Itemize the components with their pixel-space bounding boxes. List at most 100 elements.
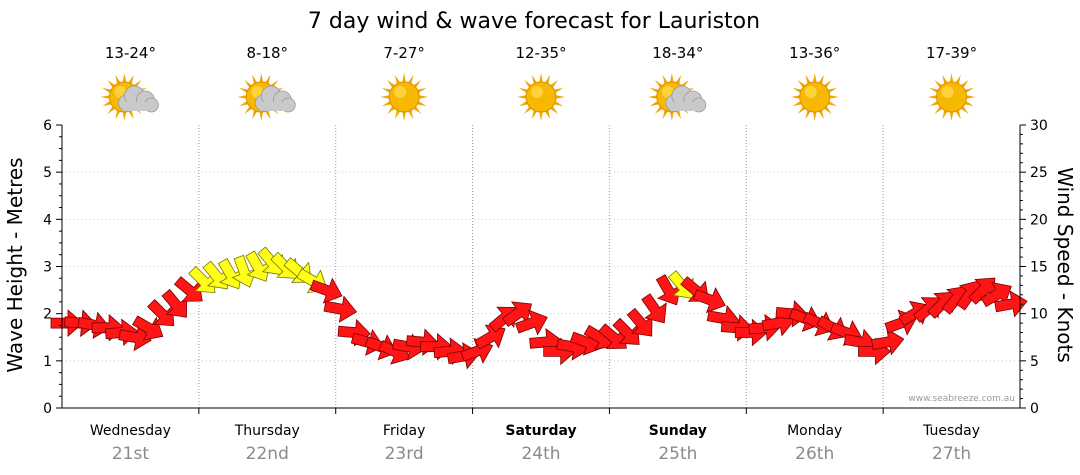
sun-highlight [661,86,674,98]
sun-highlight [394,86,407,98]
sun-ray [417,87,427,93]
left-tick-label: 4 [43,212,52,228]
sun-ray [107,106,116,114]
temperature-range-label: 7-27° [383,44,425,62]
sun-ray [955,74,961,84]
day-name-label: Saturday [505,423,576,439]
sun-ray [550,106,558,114]
sun-ray [402,73,406,83]
sunny-icon [927,73,976,121]
sun-ray [934,80,943,88]
sunny-icon [790,73,839,121]
sun-disc [799,81,831,113]
left-axis-ticks: 0 1 2 3 4 5 6 [43,118,52,417]
sun-ray [654,106,663,114]
wind-arrow [994,290,1028,318]
chart-title: 7 day wind & wave forecast for Lauriston [308,9,760,34]
temperature-range-label: 12-35° [515,44,566,62]
day-date-label: 21st [112,444,149,464]
sun-ray [128,110,134,120]
sun-ray [517,95,527,99]
cloud-base [668,102,703,111]
sun-ray [102,87,112,93]
left-tick-label: 6 [43,118,52,134]
sun-ray [649,101,659,107]
wind-arrow [641,293,667,324]
sun-ray [265,74,271,84]
day-date-label: 25th [658,444,697,464]
day-name-label: Monday [787,423,842,439]
sun-ray [394,110,401,120]
sun-ray [545,74,551,84]
chart-axes [56,124,1026,414]
temperature-range-label: 8-18° [247,44,289,62]
sun-ray [675,74,682,84]
sun-ray [818,110,824,120]
sun-ray [402,111,406,121]
sun-ray [647,95,657,99]
left-axis-title: Wave Height - Metres [3,157,27,372]
sun-ray [107,80,116,88]
cloud-icon [254,85,296,113]
sun-ray [670,73,674,83]
sun-ray [408,110,414,120]
sun-disc [525,81,557,113]
sun-ray [649,87,659,93]
right-axis-ticks: 0 5 10 15 20 25 30 [1030,118,1048,417]
chart-grid [62,125,1020,408]
sun-ray [790,95,800,99]
sun-ray [417,101,427,107]
sun-ray [239,87,249,93]
sun-ray [675,110,682,120]
sun-ray [654,80,663,88]
cloud-base [121,102,156,111]
wind-arrow [692,287,726,314]
day-labels: Wednesday 21st Thursday 22nd Friday 23rd Satur… [90,423,980,464]
day-date-label: 27th [932,444,971,464]
sun-ray [949,73,954,83]
sun-ray [555,95,565,99]
sun-ray [812,73,817,83]
sun-ray [812,111,817,121]
sun-ray [827,101,837,107]
sun-ray [539,73,543,83]
day-name-label: Wednesday [90,423,171,439]
wind-arrow [474,324,506,350]
day-date-label: 24th [521,444,560,464]
sun-ray [381,87,392,93]
sun-ray [792,101,802,107]
weather-icon-row [100,73,976,121]
right-tick-label: 5 [1030,354,1039,370]
sun-ray [829,95,839,99]
temperature-range-label: 13-36° [789,44,840,62]
sun-ray [100,95,110,99]
left-tick-label: 5 [43,165,52,181]
sun-ray [670,111,674,121]
right-tick-label: 15 [1030,260,1048,276]
right-tick-label: 30 [1030,118,1048,134]
day-date-label: 23rd [385,444,424,464]
sun-ray [259,111,264,121]
left-tick-label: 3 [43,260,52,276]
sun-ray [518,87,528,93]
partly-cloudy-icon [100,73,159,121]
sun-ray [942,74,948,84]
sun-ray [792,87,802,93]
sun-ray [265,110,271,120]
sun-ray [949,111,954,121]
right-tick-label: 20 [1030,212,1048,228]
sun-ray [929,101,939,107]
sun-ray [122,73,127,83]
sun-ray [380,95,390,99]
watermark[interactable]: www.seabreeze.com.au [908,394,1015,404]
sun-ray [797,106,806,114]
day-date-label: 26th [795,444,834,464]
sun-ray [115,110,121,120]
left-tick-label: 2 [43,307,52,323]
day-name-label: Thursday [234,423,300,439]
sun-ray [237,95,247,99]
sun-ray [122,111,127,121]
sun-ray [554,101,564,107]
sun-ray [554,87,564,93]
